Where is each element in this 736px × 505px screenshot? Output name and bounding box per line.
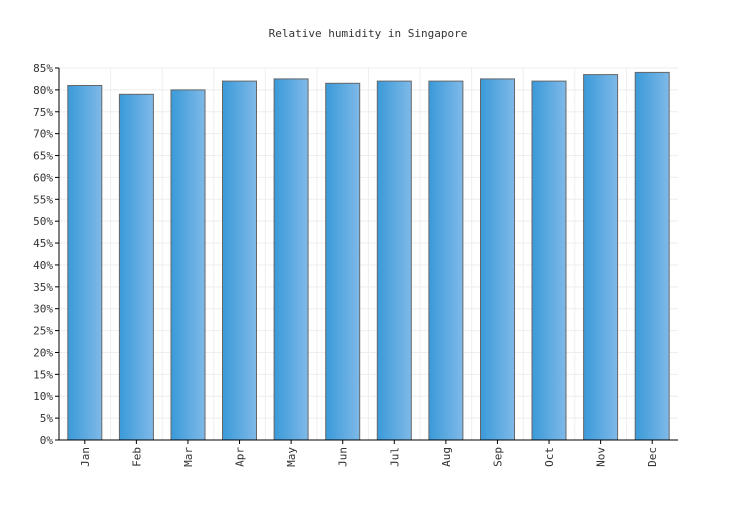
bar-aug (428, 80, 464, 441)
x-tick-label-apr: Apr (234, 447, 247, 467)
bars-layer (67, 71, 670, 441)
y-tick-label: 35% (33, 281, 53, 294)
y-tick-label: 50% (33, 215, 53, 228)
y-tick-label: 5% (40, 412, 54, 425)
y-tick-label: 75% (33, 106, 53, 119)
bar-apr (222, 80, 257, 441)
x-tick-label-aug: Aug (440, 447, 453, 467)
bar-oct (531, 80, 567, 441)
y-tick-label: 0% (40, 434, 54, 447)
y-tick-label: 70% (33, 128, 53, 141)
bar-may (273, 78, 309, 441)
x-tick-label-jan: Jan (79, 447, 92, 467)
bar-mar (170, 89, 206, 441)
bar-sep (480, 78, 515, 441)
bar-feb (118, 93, 154, 441)
y-tick-label: 55% (33, 193, 53, 206)
x-tick-label-feb: Feb (130, 447, 143, 467)
x-tick-labels: Jan Feb Mar Apr May Jun Jul Aug Sep Oct Nov Dec (79, 447, 659, 467)
bar-dec (634, 71, 670, 441)
y-tick-label: 30% (33, 303, 53, 316)
x-tick-label-jul: Jul (388, 447, 401, 467)
y-tick-labels: 0% 5% 10% 15% 20% 25% 30% 35% 40% 45% 50% 55% 60% 65%… (33, 62, 53, 447)
x-tick-label-jun: Jun (337, 447, 350, 467)
x-tick-label-may: May (285, 447, 298, 467)
y-tick-label: 15% (33, 368, 53, 381)
y-tick-label: 10% (33, 390, 53, 403)
x-tick-label-mar: Mar (182, 447, 195, 467)
y-tick-label: 60% (33, 171, 53, 184)
y-tick-label: 65% (33, 150, 53, 163)
bar-nov (583, 74, 619, 441)
x-tick-label-dec: Dec (646, 447, 659, 467)
x-tick-label-nov: Nov (595, 447, 608, 467)
y-tick-label: 40% (33, 259, 53, 272)
chart-title: Relative humidity in Singapore (269, 27, 468, 40)
x-tick-label-oct: Oct (543, 447, 556, 467)
x-tick-label-sep: Sep (491, 447, 504, 467)
y-tick-label: 45% (33, 237, 53, 250)
y-tick-label: 25% (33, 325, 53, 338)
bar-jul (376, 80, 412, 441)
axis-layer (55, 67, 678, 444)
y-tick-label: 20% (33, 346, 53, 359)
y-tick-label: 80% (33, 84, 53, 97)
y-tick-label: 85% (33, 62, 53, 75)
bar-jun (325, 82, 361, 441)
grid-layer (58, 67, 678, 441)
bar-jan (67, 85, 103, 441)
